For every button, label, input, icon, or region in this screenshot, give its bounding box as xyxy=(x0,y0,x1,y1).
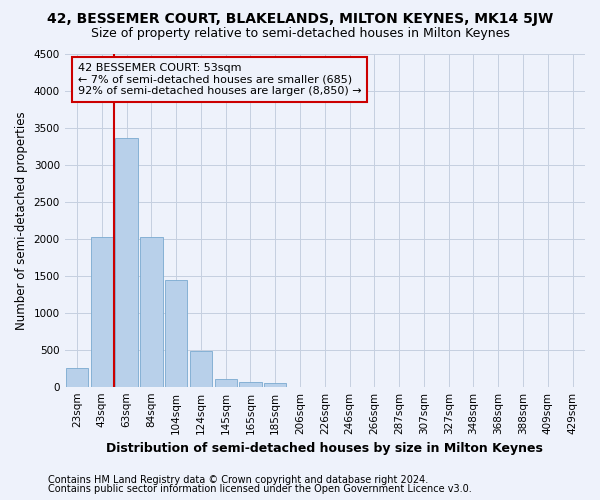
Bar xyxy=(165,280,187,386)
X-axis label: Distribution of semi-detached houses by size in Milton Keynes: Distribution of semi-detached houses by … xyxy=(106,442,543,455)
Text: Size of property relative to semi-detached houses in Milton Keynes: Size of property relative to semi-detach… xyxy=(91,28,509,40)
Bar xyxy=(190,351,212,386)
Text: 42, BESSEMER COURT, BLAKELANDS, MILTON KEYNES, MK14 5JW: 42, BESSEMER COURT, BLAKELANDS, MILTON K… xyxy=(47,12,553,26)
Bar xyxy=(215,380,237,386)
Text: Contains HM Land Registry data © Crown copyright and database right 2024.: Contains HM Land Registry data © Crown c… xyxy=(48,475,428,485)
Bar xyxy=(66,368,88,386)
Bar xyxy=(264,383,286,386)
Bar xyxy=(140,238,163,386)
Bar xyxy=(115,138,138,386)
Bar xyxy=(239,382,262,386)
Y-axis label: Number of semi-detached properties: Number of semi-detached properties xyxy=(15,111,28,330)
Bar xyxy=(91,236,113,386)
Text: 42 BESSEMER COURT: 53sqm
← 7% of semi-detached houses are smaller (685)
92% of s: 42 BESSEMER COURT: 53sqm ← 7% of semi-de… xyxy=(78,63,361,96)
Text: Contains public sector information licensed under the Open Government Licence v3: Contains public sector information licen… xyxy=(48,484,472,494)
